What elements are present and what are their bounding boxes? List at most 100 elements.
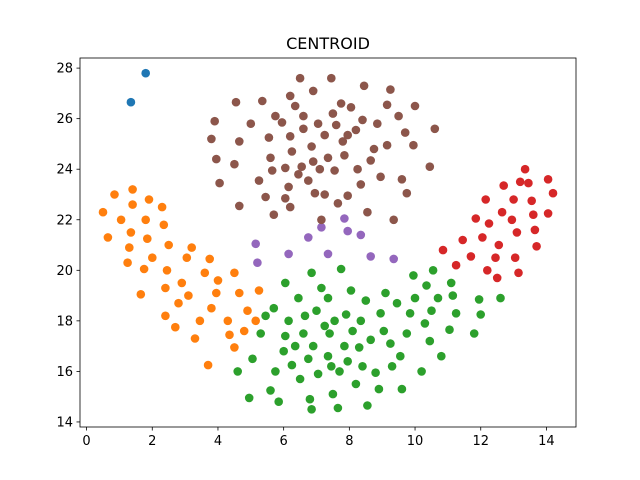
x-tick-label-4: 8 [345, 434, 353, 449]
data-point-series-4-2 [284, 249, 293, 259]
data-point-series-2-27 [320, 321, 330, 331]
data-point-series-2-24 [312, 306, 321, 316]
data-point-series-2-34 [333, 403, 343, 413]
data-point-series-5-52 [346, 103, 356, 112]
data-point-series-5-68 [397, 175, 407, 184]
data-point-series-2-53 [381, 288, 390, 298]
data-point-series-4-5 [323, 249, 333, 259]
data-point-series-2-25 [313, 369, 323, 379]
data-point-series-5-56 [358, 115, 367, 125]
data-point-series-3-6 [481, 195, 491, 204]
data-point-series-2-50 [374, 384, 384, 394]
data-point-series-5-18 [281, 163, 290, 173]
data-point-series-2-10 [281, 331, 290, 341]
data-point-series-5-46 [333, 199, 343, 208]
y-tick-label-1: 16 [56, 365, 73, 380]
data-point-series-5-2 [212, 154, 221, 164]
data-point-series-5-58 [363, 207, 372, 217]
data-point-series-1-31 [205, 254, 214, 264]
data-point-series-1-40 [239, 326, 249, 336]
data-point-series-3-28 [548, 188, 558, 198]
data-point-series-3-0 [438, 245, 448, 255]
data-point-series-5-55 [356, 180, 366, 189]
data-point-series-5-21 [285, 91, 295, 101]
data-point-series-5-26 [294, 170, 303, 179]
data-point-series-2-70 [437, 351, 446, 361]
data-point-series-4-0 [251, 239, 260, 249]
data-point-series-5-3 [215, 178, 224, 188]
x-axis-ticks: 0 2 4 6 8 10 12 14 [82, 427, 555, 449]
data-point-series-2-35 [335, 367, 344, 376]
points-layer [98, 68, 558, 414]
data-point-series-5-51 [343, 191, 353, 200]
data-point-series-3-18 [514, 268, 523, 278]
data-point-series-2-1 [244, 393, 254, 403]
data-point-series-2-45 [358, 362, 367, 371]
x-tick-label-7: 14 [538, 434, 555, 449]
data-point-series-1-3 [116, 215, 126, 225]
data-point-series-2-39 [343, 357, 353, 366]
data-point-series-5-40 [320, 130, 330, 140]
data-point-series-1-37 [230, 343, 239, 352]
data-point-series-1-32 [207, 303, 216, 313]
data-point-series-2-9 [279, 346, 289, 356]
data-point-series-3-17 [512, 228, 522, 237]
data-point-series-2-29 [325, 329, 334, 338]
data-point-series-3-8 [484, 219, 494, 228]
data-point-series-1-10 [139, 264, 149, 274]
data-point-series-2-71 [445, 325, 454, 335]
data-point-series-3-2 [458, 235, 468, 245]
data-point-series-2-75 [469, 329, 479, 338]
x-tick-label-6: 12 [472, 434, 489, 449]
data-point-series-2-37 [340, 341, 349, 351]
data-point-series-1-34 [213, 276, 223, 285]
data-point-series-1-17 [161, 283, 170, 293]
data-point-series-5-8 [246, 119, 256, 128]
data-point-series-2-57 [396, 351, 405, 361]
data-point-series-5-54 [353, 164, 362, 174]
data-point-series-2-74 [451, 309, 461, 318]
data-point-series-3-11 [494, 240, 504, 250]
data-point-series-1-5 [125, 243, 134, 252]
data-point-series-1-22 [174, 298, 183, 308]
x-tick-label-1: 2 [148, 434, 156, 449]
data-point-series-2-7 [271, 367, 280, 376]
data-point-series-5-1 [210, 116, 219, 126]
data-point-series-2-28 [323, 351, 333, 361]
data-point-series-2-54 [386, 339, 395, 348]
data-point-series-5-30 [299, 124, 308, 134]
data-point-series-2-8 [274, 397, 284, 407]
data-point-series-2-31 [327, 362, 336, 371]
data-point-series-5-12 [264, 133, 274, 142]
data-point-series-2-61 [409, 271, 418, 280]
data-point-series-2-13 [287, 360, 297, 370]
data-point-series-2-41 [348, 326, 357, 336]
data-point-series-3-21 [524, 178, 533, 188]
data-point-series-1-43 [254, 286, 264, 295]
data-point-series-4-1 [253, 258, 262, 268]
data-point-series-5-67 [394, 111, 403, 121]
data-point-series-5-32 [307, 142, 316, 151]
data-point-series-1-39 [235, 288, 244, 298]
data-point-series-3-10 [492, 273, 502, 283]
data-point-series-5-60 [369, 144, 379, 154]
data-point-series-2-17 [299, 329, 308, 338]
data-point-series-1-29 [200, 268, 210, 278]
data-point-series-5-9 [254, 176, 264, 185]
data-point-series-2-44 [356, 316, 366, 326]
data-point-series-3-19 [515, 177, 525, 187]
data-point-series-1-20 [161, 311, 170, 321]
data-point-series-1-35 [223, 316, 233, 326]
data-point-series-1-18 [162, 266, 172, 275]
data-point-series-5-11 [261, 192, 270, 202]
data-point-series-4-9 [366, 252, 376, 261]
data-point-series-1-19 [164, 240, 173, 250]
data-point-series-5-70 [402, 188, 412, 198]
data-point-series-5-59 [366, 156, 376, 165]
data-point-series-2-21 [307, 405, 316, 414]
y-axis-ticks: 14 16 18 20 22 24 26 28 [56, 62, 80, 430]
data-point-series-2-48 [366, 335, 376, 345]
data-point-series-2-47 [363, 401, 372, 410]
data-point-series-2-72 [446, 278, 456, 288]
